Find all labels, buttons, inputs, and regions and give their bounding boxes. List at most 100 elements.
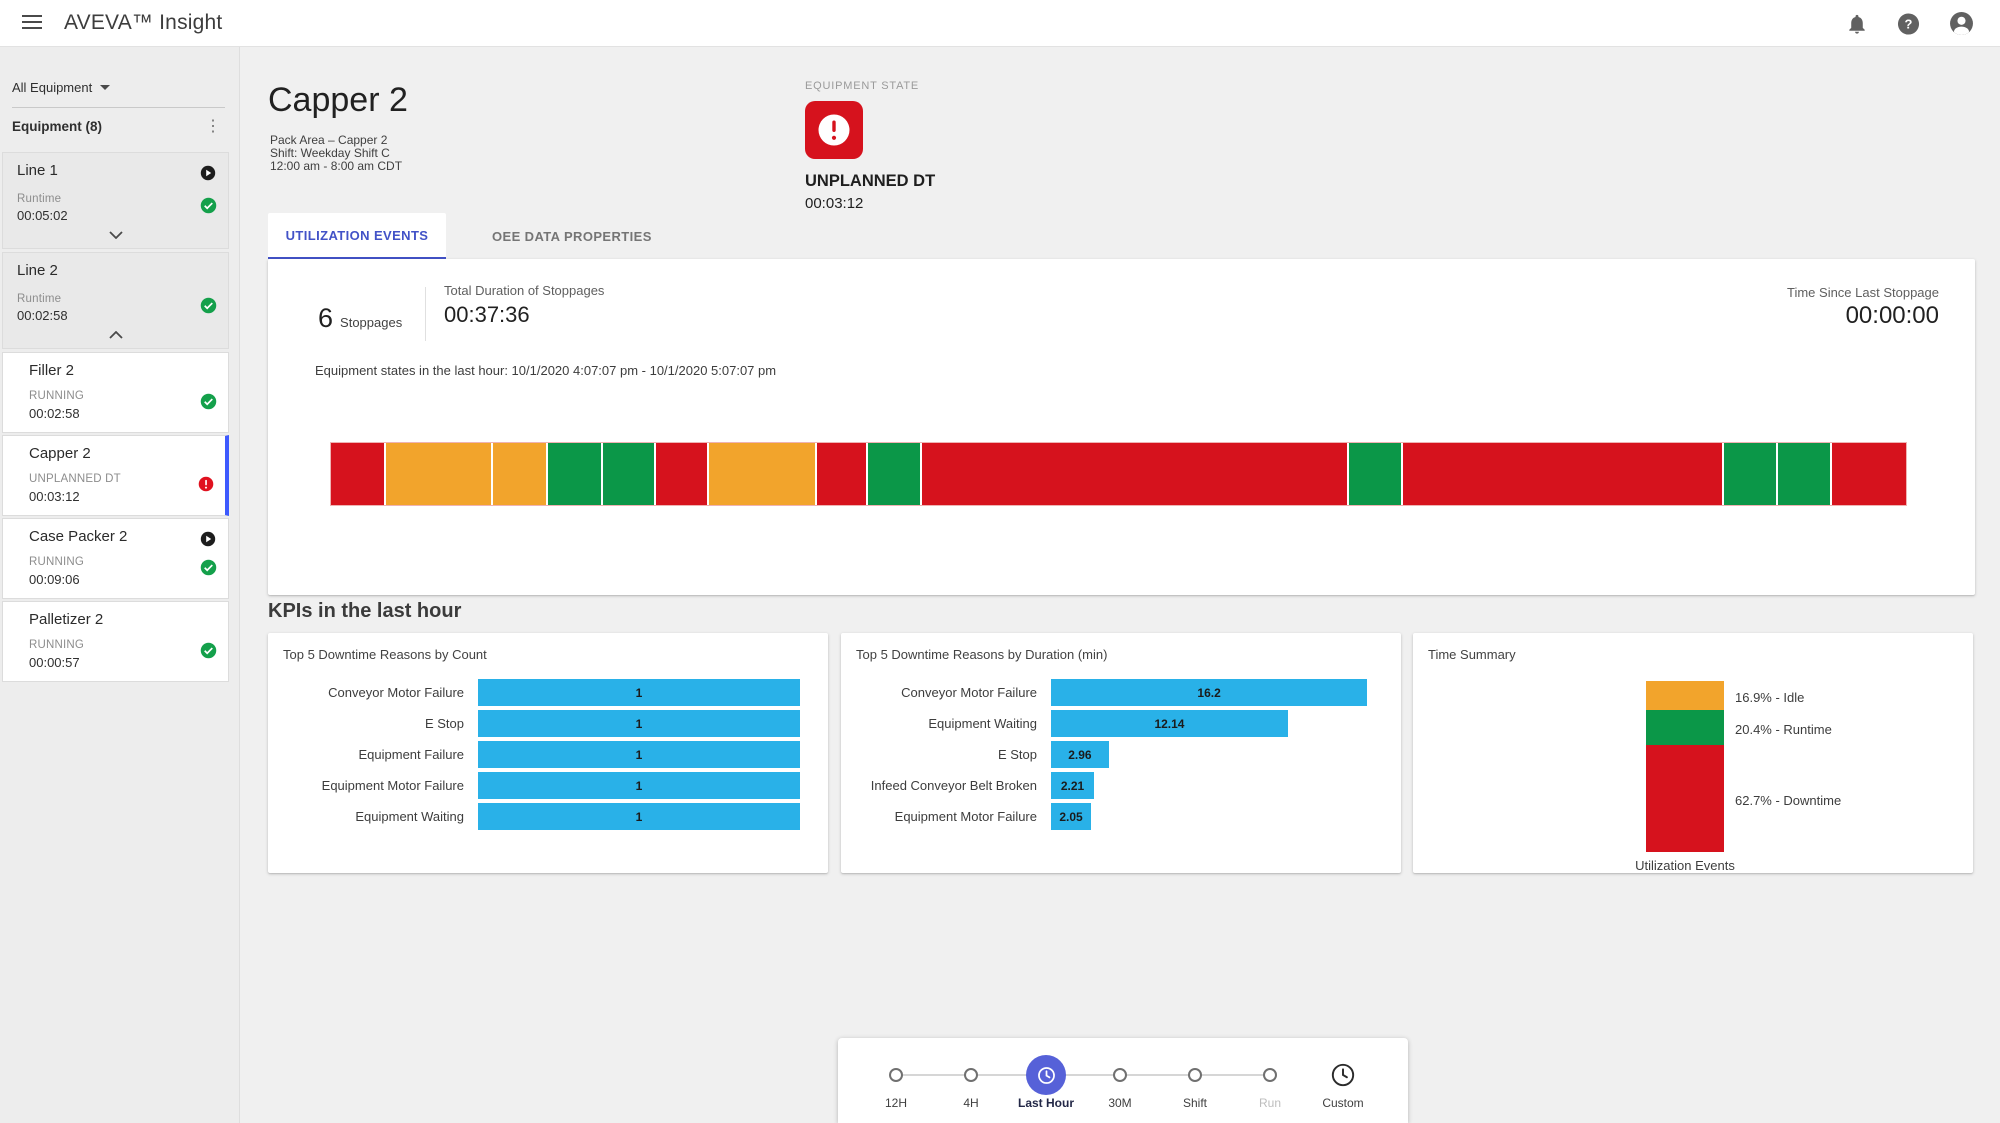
equipment-status: RUNNING <box>29 556 84 568</box>
divider <box>425 287 426 341</box>
equipment-time: 00:09:06 <box>29 572 80 587</box>
bar-label: Equipment Failure <box>268 747 478 762</box>
chevron-down-icon[interactable] <box>109 226 123 244</box>
stop-square-icon <box>210 265 216 283</box>
subtitle-shift-hours: 12:00 am - 8:00 am CDT <box>270 160 402 173</box>
equipment-filter-label: All Equipment <box>12 80 92 95</box>
timeline-segment-runtime <box>548 443 601 505</box>
hamburger-menu-icon[interactable] <box>22 15 42 31</box>
time-option-4h-dot[interactable] <box>964 1068 978 1082</box>
equipment-status: RUNNING <box>29 639 84 651</box>
sidebar-item-line-1[interactable]: Line 1 Runtime 00:05:02 <box>2 152 229 249</box>
equipment-time: 00:02:58 <box>29 406 80 421</box>
time-option-12h-dot[interactable] <box>889 1068 903 1082</box>
time-option-30m-dot[interactable] <box>1113 1068 1127 1082</box>
stack-segment-runtime <box>1646 710 1724 745</box>
bar-value: 2.21 <box>1061 779 1084 793</box>
kpi-card-downtime-by-duration: Top 5 Downtime Reasons by Duration (min)… <box>841 633 1401 873</box>
equipment-list: Line 1 Runtime 00:05:02 Line 2 Runtime 0… <box>2 152 229 684</box>
stop-square-icon <box>210 614 216 632</box>
bar: 2.21 <box>1051 772 1094 799</box>
screen: AVEVA™ Insight ? All Equipment Equipment… <box>0 0 2000 1123</box>
bar: 1 <box>478 710 800 737</box>
check-circle-icon <box>200 393 217 415</box>
timeline-segment-runtime <box>1724 443 1777 505</box>
stepper-line <box>896 1074 1270 1076</box>
bar-value: 1 <box>636 686 643 700</box>
chevron-up-icon[interactable] <box>109 326 123 344</box>
timeline-segment-idle <box>493 443 546 505</box>
time-option-shift-dot[interactable] <box>1188 1068 1202 1082</box>
bar: 1 <box>478 741 800 768</box>
chart-row: Infeed Conveyor Belt Broken 2.21 <box>841 770 1401 801</box>
account-circle-icon[interactable] <box>1949 11 1974 36</box>
bar: 1 <box>478 803 800 830</box>
kebab-menu-icon[interactable]: ⋮ <box>201 120 225 134</box>
equipment-state-value: UNPLANNED DT <box>805 172 935 191</box>
chart-row: Equipment Motor Failure 2.05 <box>841 801 1401 832</box>
time-option-last-hour-active[interactable] <box>1026 1055 1066 1095</box>
time-since-last-stoppage-value: 00:00:00 <box>1787 302 1939 330</box>
sidebar-item-case-packer-2[interactable]: Case Packer 2 RUNNING 00:09:06 <box>2 518 229 599</box>
timeline-segment-downtime <box>331 443 384 505</box>
bar: 2.05 <box>1051 803 1091 830</box>
timeline-segment-runtime <box>868 443 919 505</box>
chart-title: Top 5 Downtime Reasons by Duration (min) <box>856 647 1107 662</box>
stack-x-axis-label: Utilization Events <box>1565 858 1805 873</box>
chart-row: Equipment Waiting 1 <box>268 801 828 832</box>
equipment-state-block: EQUIPMENT STATE UNPLANNED DT 00:03:12 <box>805 80 935 212</box>
timeline-segment-runtime <box>603 443 654 505</box>
equipment-filter-dropdown[interactable]: All Equipment <box>12 80 110 95</box>
bar: 1 <box>478 772 800 799</box>
timeline-segment-idle <box>386 443 492 505</box>
stack-legend-downtime: 62.7% - Downtime <box>1735 793 1841 808</box>
check-circle-icon <box>200 559 217 581</box>
help-icon[interactable]: ? <box>1897 12 1920 36</box>
time-option-custom-label[interactable]: Custom <box>1298 1096 1388 1110</box>
equipment-time: 00:00:57 <box>29 655 80 670</box>
sidebar-item-line-2[interactable]: Line 2 Runtime 00:02:58 <box>2 252 229 349</box>
page-title: Capper 2 <box>268 81 408 120</box>
tab-utilization-events[interactable]: UTILIZATION EVENTS <box>268 213 446 259</box>
timeline-segment-downtime <box>817 443 867 505</box>
check-circle-icon <box>200 197 217 219</box>
bar-label: Conveyor Motor Failure <box>268 685 478 700</box>
tab-oee-data-properties[interactable]: OEE DATA PROPERTIES <box>446 213 698 259</box>
kpi-card-downtime-by-count: Top 5 Downtime Reasons by Count Conveyor… <box>268 633 828 873</box>
stacked-bar <box>1646 681 1724 852</box>
bar-value: 1 <box>636 748 643 762</box>
error-circle-icon <box>198 476 214 497</box>
chart-row: Equipment Waiting 12.14 <box>841 708 1401 739</box>
sidebar-item-palletizer-2[interactable]: Palletizer 2 RUNNING 00:00:57 <box>2 601 229 682</box>
equipment-time: 00:05:02 <box>17 208 68 223</box>
sidebar-item-filler-2[interactable]: Filler 2 RUNNING 00:02:58 <box>2 352 229 433</box>
bar-label: Conveyor Motor Failure <box>841 685 1051 700</box>
app-bar: AVEVA™ Insight ? <box>0 0 2000 47</box>
time-option-run-dot[interactable] <box>1263 1068 1277 1082</box>
bar-value: 2.96 <box>1068 748 1091 762</box>
chevron-down-icon <box>100 85 110 90</box>
bar-label: Equipment Motor Failure <box>268 778 478 793</box>
timeline-segment-downtime <box>656 443 707 505</box>
equipment-sidebar: All Equipment Equipment (8) ⋮ Line 1 Run… <box>0 47 240 1123</box>
stoppages-panel: 6 Stoppages Total Duration of Stoppages … <box>268 259 1975 595</box>
equipment-group-label: Equipment (8) <box>12 119 102 134</box>
bar-chart-count: Conveyor Motor Failure 1 E Stop 1 Equipm… <box>268 677 828 832</box>
stoppage-count: 6 <box>318 303 333 334</box>
bell-icon[interactable] <box>1846 12 1868 36</box>
stack-segment-idle <box>1646 681 1724 710</box>
chart-row: E Stop 2.96 <box>841 739 1401 770</box>
total-duration-label: Total Duration of Stoppages <box>444 283 604 298</box>
divider <box>12 107 225 108</box>
sidebar-item-capper-2[interactable]: Capper 2 UNPLANNED DT 00:03:12 <box>2 435 229 516</box>
tab-bar: UTILIZATION EVENTS OEE DATA PROPERTIES <box>268 213 698 259</box>
equipment-time: 00:03:12 <box>29 489 80 504</box>
time-option-custom-clock-icon[interactable] <box>1330 1062 1356 1088</box>
equipment-time: 00:02:58 <box>17 308 68 323</box>
equipment-states-note: Equipment states in the last hour: 10/1/… <box>315 363 776 378</box>
equipment-status: Runtime <box>17 193 61 205</box>
timeline-segment-idle <box>709 443 815 505</box>
stack-legend-runtime: 20.4% - Runtime <box>1735 722 1832 737</box>
equipment-name: Case Packer 2 <box>29 528 127 545</box>
bar-label: Infeed Conveyor Belt Broken <box>841 778 1051 793</box>
